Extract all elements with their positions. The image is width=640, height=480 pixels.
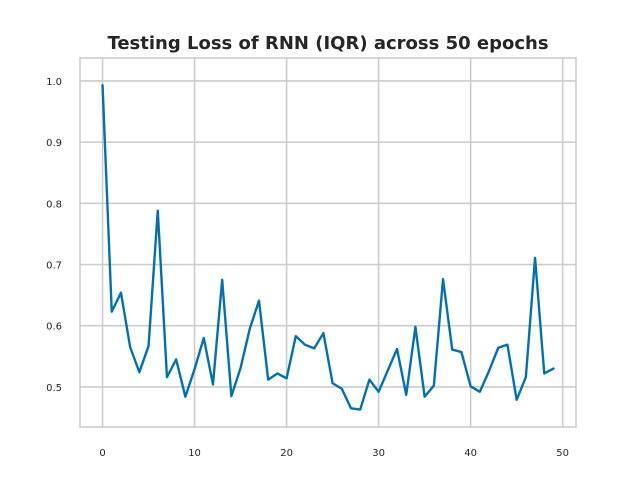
data-point (203, 337, 205, 339)
data-point (258, 300, 260, 302)
x-tick-label: 40 (464, 448, 477, 459)
data-point (543, 372, 545, 374)
data-point (194, 368, 196, 370)
data-point (516, 399, 518, 401)
data-point (267, 379, 269, 381)
data-point (552, 368, 554, 370)
data-point (368, 379, 370, 381)
data-point (221, 279, 223, 281)
y-tick-label: 0.7 (46, 261, 62, 272)
data-point (350, 407, 352, 409)
data-point (460, 351, 462, 353)
data-point (433, 385, 435, 387)
x-axis-ticks: 0 10 20 30 40 50 (99, 448, 569, 459)
data-point (506, 344, 508, 346)
data-point (313, 347, 315, 349)
data-point (240, 367, 242, 369)
y-tick-label: 0.9 (46, 138, 62, 149)
series-group (101, 84, 555, 411)
data-point (451, 349, 453, 351)
data-point (396, 348, 398, 350)
data-point (378, 391, 380, 393)
data-point (175, 358, 177, 360)
x-tick-label: 30 (372, 448, 385, 459)
data-point (304, 344, 306, 346)
plot-area-frame (79, 57, 577, 428)
data-point (341, 388, 343, 390)
data-point (157, 210, 159, 212)
y-tick-label: 0.5 (46, 383, 62, 394)
x-tick-label: 50 (556, 448, 569, 459)
data-point (120, 292, 122, 294)
data-point (405, 394, 407, 396)
y-tick-label: 0.8 (46, 199, 62, 210)
data-point (166, 376, 168, 378)
data-point (276, 372, 278, 374)
grid (80, 58, 576, 427)
data-point (138, 371, 140, 373)
data-point (102, 84, 104, 86)
data-point (359, 409, 361, 411)
chart-title: Testing Loss of RNN (IQR) across 50 epoc… (107, 33, 548, 54)
data-point (111, 311, 113, 313)
data-point (332, 382, 334, 384)
data-point (212, 383, 214, 385)
data-point (249, 328, 251, 330)
data-point (414, 326, 416, 328)
y-axis-ticks: 0.5 0.6 0.7 0.8 0.9 1.0 (46, 77, 62, 394)
data-point (479, 391, 481, 393)
data-point (442, 278, 444, 280)
data-point (470, 385, 472, 387)
data-point (497, 347, 499, 349)
data-point (295, 335, 297, 337)
data-point (148, 345, 150, 347)
x-tick-label: 20 (280, 448, 293, 459)
x-tick-label: 0 (99, 448, 105, 459)
y-tick-label: 0.6 (46, 322, 62, 333)
data-point (129, 346, 131, 348)
data-point (184, 396, 186, 398)
data-point (286, 377, 288, 379)
data-point (525, 376, 527, 378)
data-point (230, 395, 232, 397)
data-point (387, 369, 389, 371)
x-tick-label: 10 (188, 448, 201, 459)
data-point (322, 332, 324, 334)
data-point (488, 370, 490, 372)
series-line (101, 84, 555, 411)
data-point (534, 257, 536, 259)
data-point (424, 396, 426, 398)
y-tick-label: 1.0 (46, 77, 62, 88)
